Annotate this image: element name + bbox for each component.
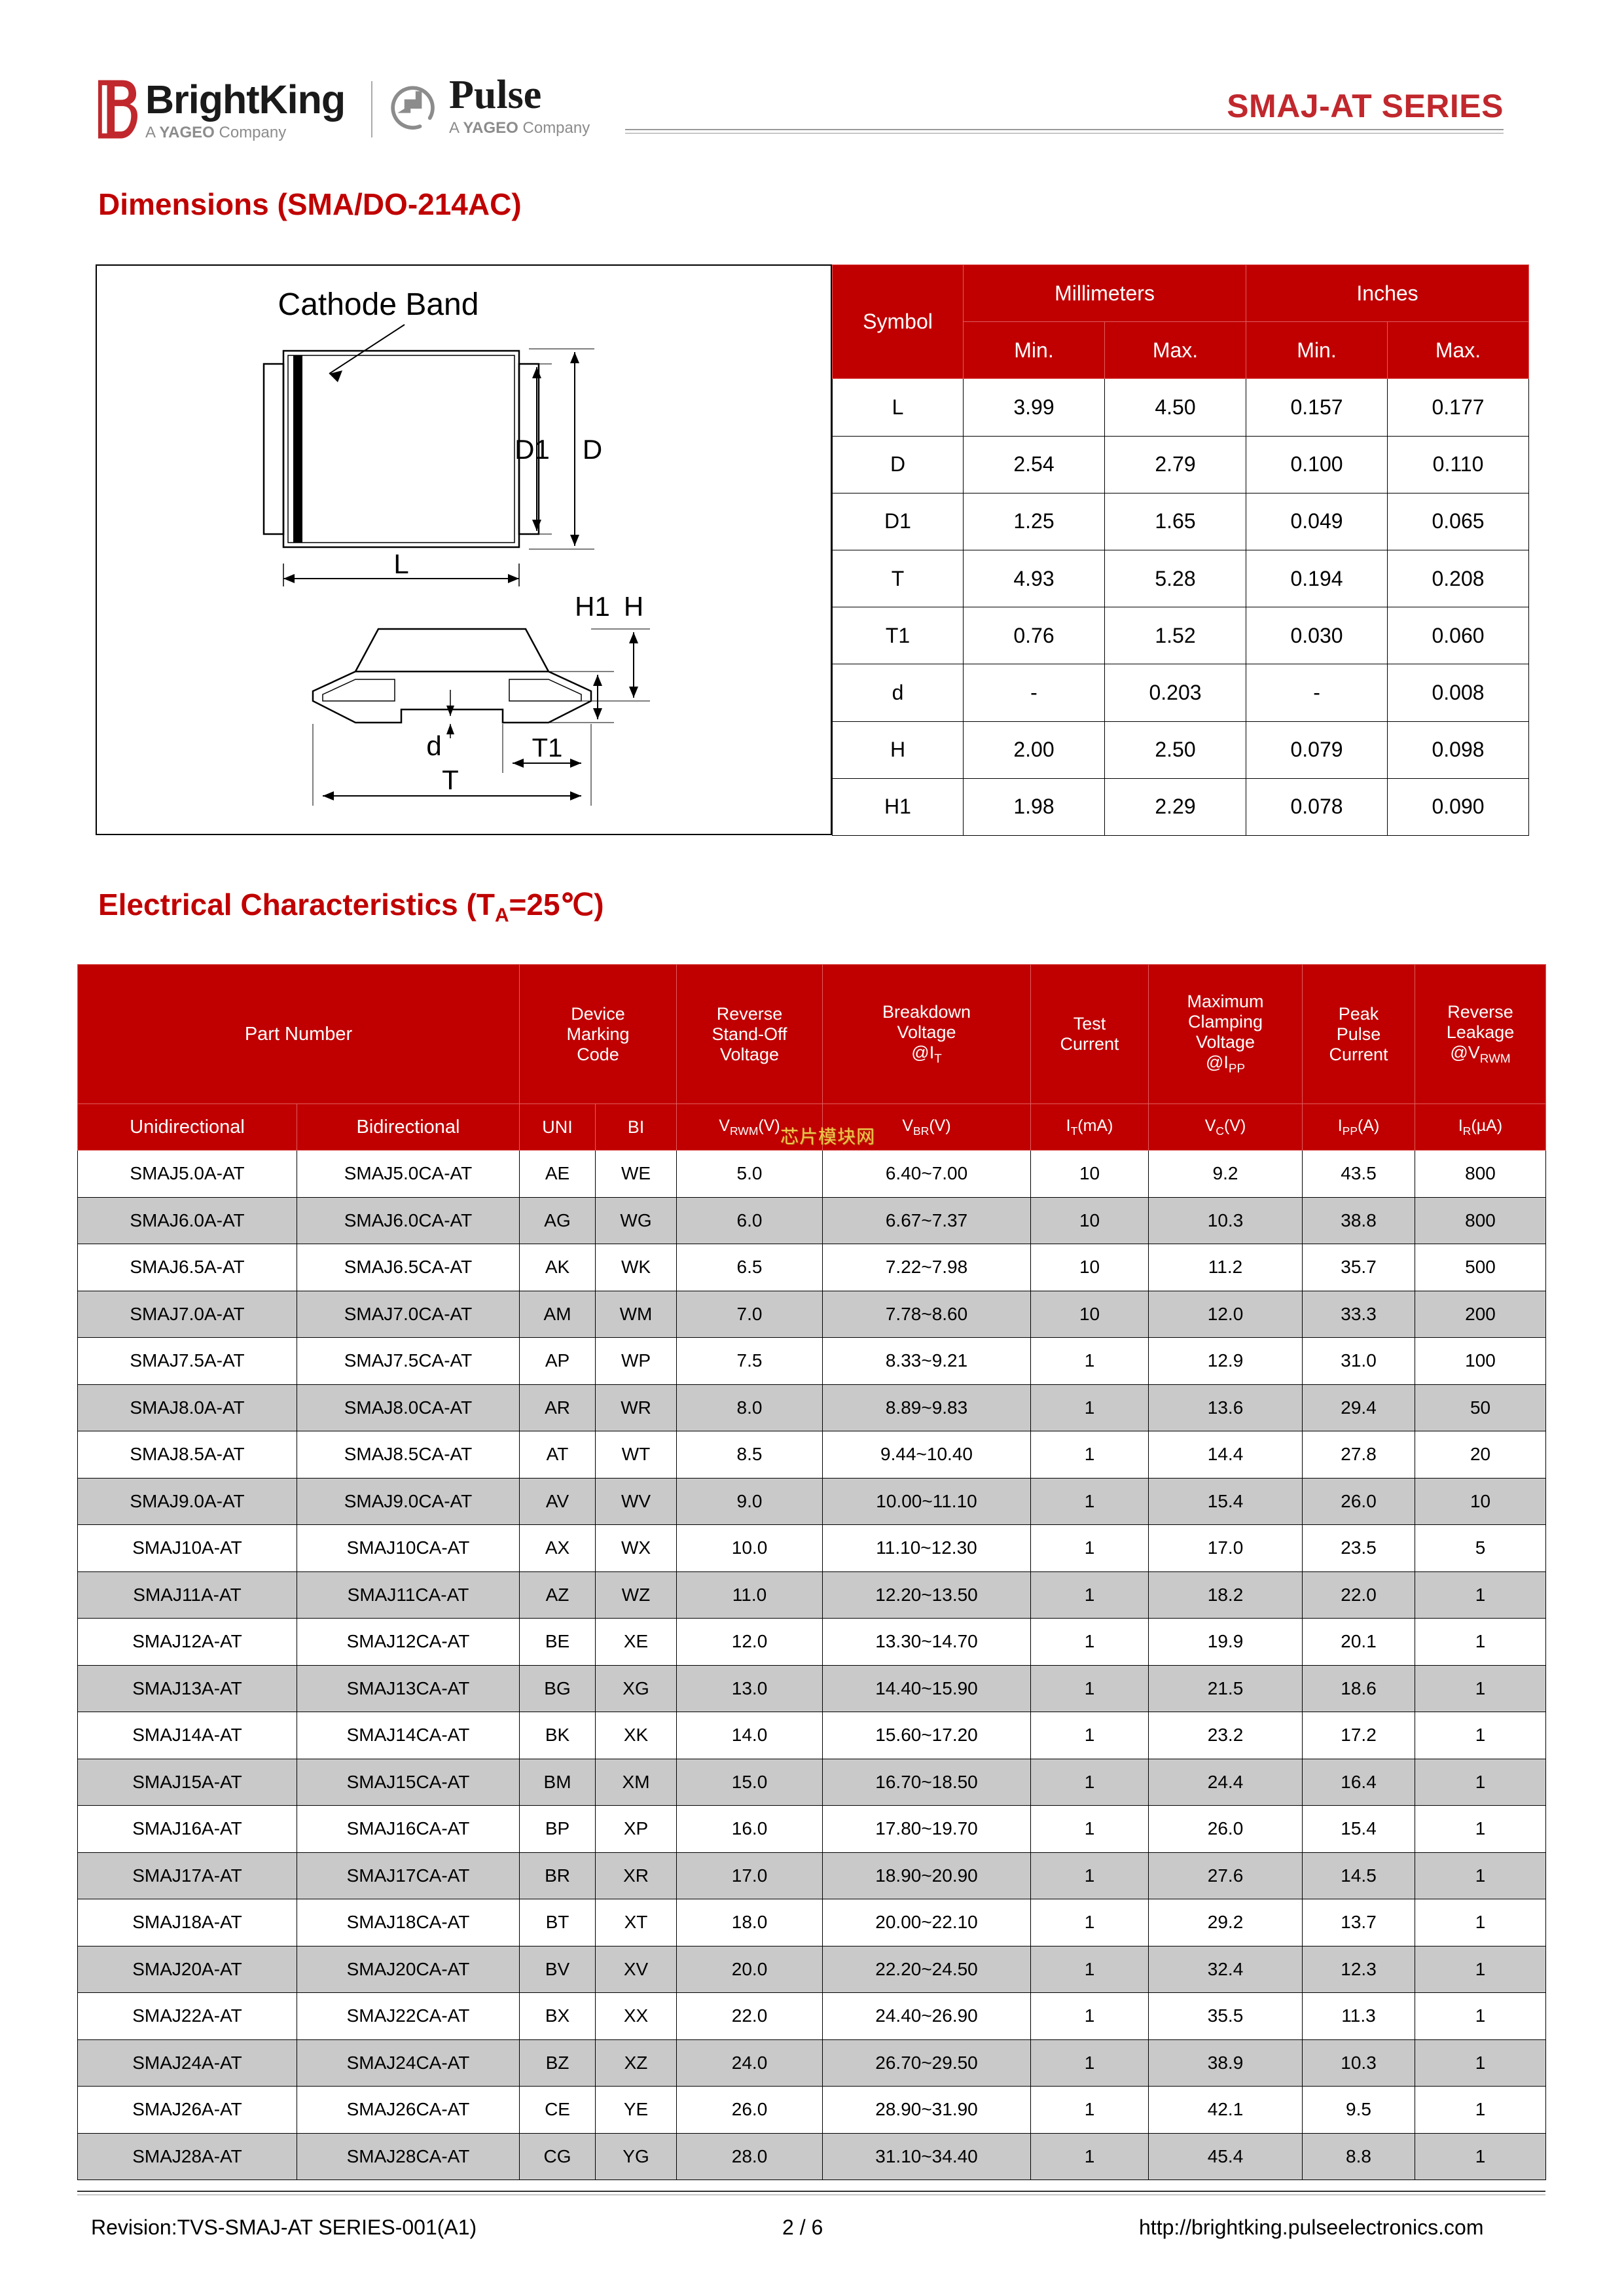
svg-text:T1: T1: [532, 734, 563, 762]
svg-text:H1: H1: [575, 591, 610, 622]
svg-text:D1: D1: [514, 434, 550, 465]
svg-text:T: T: [442, 764, 459, 795]
svg-text:D: D: [583, 434, 602, 465]
svg-text:H: H: [624, 591, 643, 622]
svg-text:L: L: [393, 548, 408, 579]
svg-text:Cathode Band: Cathode Band: [278, 287, 479, 322]
svg-text:d: d: [426, 730, 441, 761]
